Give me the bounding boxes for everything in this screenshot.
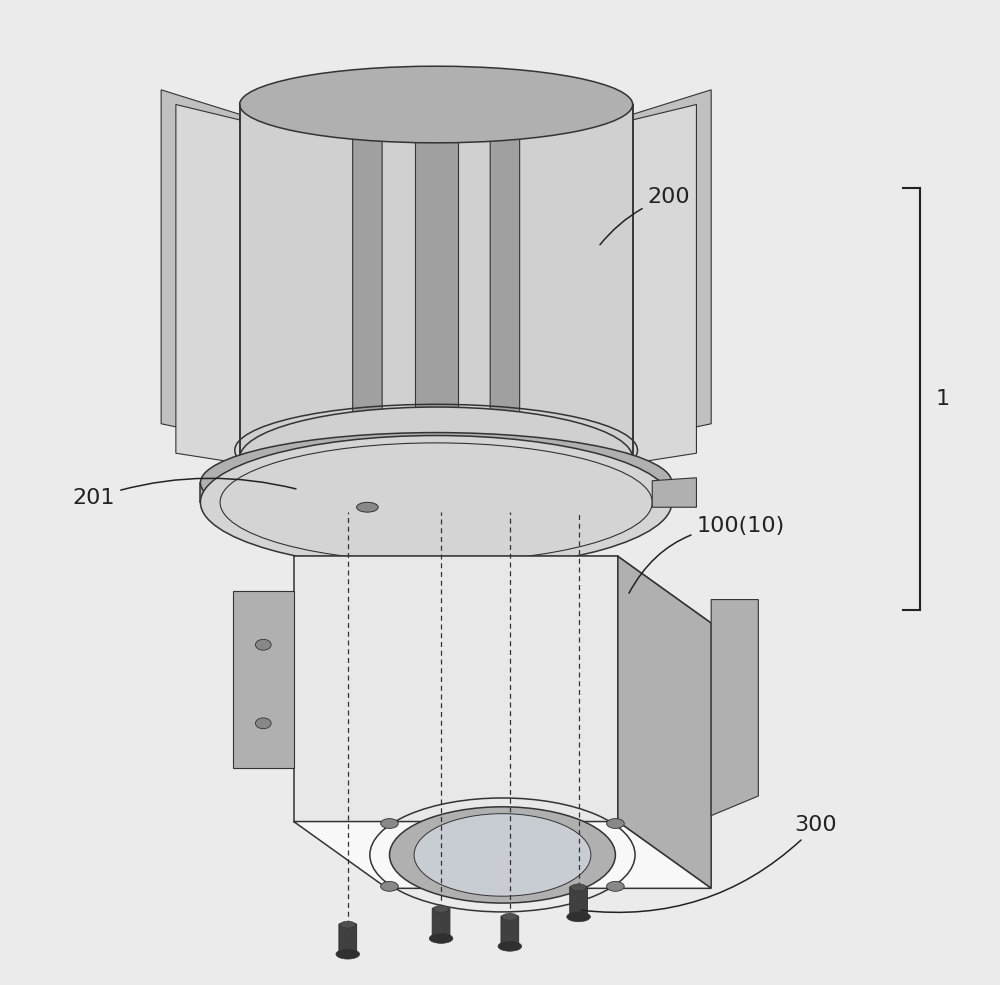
FancyBboxPatch shape: [570, 886, 587, 918]
Polygon shape: [200, 483, 672, 502]
Ellipse shape: [200, 435, 672, 569]
Polygon shape: [618, 557, 711, 888]
Ellipse shape: [381, 882, 398, 891]
Polygon shape: [475, 159, 525, 507]
Ellipse shape: [381, 819, 398, 828]
Ellipse shape: [390, 807, 615, 903]
Ellipse shape: [240, 66, 633, 143]
FancyBboxPatch shape: [339, 924, 357, 955]
Text: 100(10): 100(10): [629, 516, 785, 593]
Ellipse shape: [340, 921, 356, 928]
Ellipse shape: [571, 884, 586, 890]
Polygon shape: [415, 109, 458, 456]
Polygon shape: [240, 104, 633, 432]
Ellipse shape: [433, 905, 449, 912]
Text: 300: 300: [581, 816, 837, 912]
Ellipse shape: [429, 934, 453, 944]
Polygon shape: [294, 557, 618, 821]
Polygon shape: [652, 478, 696, 507]
FancyBboxPatch shape: [432, 908, 450, 940]
Polygon shape: [615, 104, 696, 466]
Polygon shape: [294, 557, 711, 624]
Polygon shape: [161, 90, 240, 440]
Ellipse shape: [255, 718, 271, 729]
Ellipse shape: [498, 942, 522, 952]
Text: 201: 201: [73, 479, 296, 508]
Polygon shape: [633, 90, 711, 440]
Polygon shape: [176, 104, 257, 466]
Polygon shape: [240, 104, 633, 458]
Ellipse shape: [502, 913, 518, 920]
Ellipse shape: [607, 819, 624, 828]
Text: 1: 1: [935, 389, 949, 409]
Text: 200: 200: [600, 187, 690, 244]
Polygon shape: [490, 109, 520, 455]
Ellipse shape: [240, 407, 633, 509]
Ellipse shape: [336, 950, 360, 959]
Ellipse shape: [240, 427, 633, 489]
Polygon shape: [353, 109, 382, 455]
Ellipse shape: [240, 71, 633, 138]
Ellipse shape: [255, 639, 271, 650]
Polygon shape: [711, 600, 758, 816]
Ellipse shape: [357, 502, 378, 512]
Polygon shape: [348, 159, 397, 507]
Ellipse shape: [414, 814, 591, 896]
Polygon shape: [233, 591, 294, 767]
Polygon shape: [294, 821, 711, 888]
Ellipse shape: [567, 912, 590, 922]
FancyBboxPatch shape: [501, 916, 519, 948]
Ellipse shape: [607, 882, 624, 891]
Ellipse shape: [200, 432, 672, 533]
